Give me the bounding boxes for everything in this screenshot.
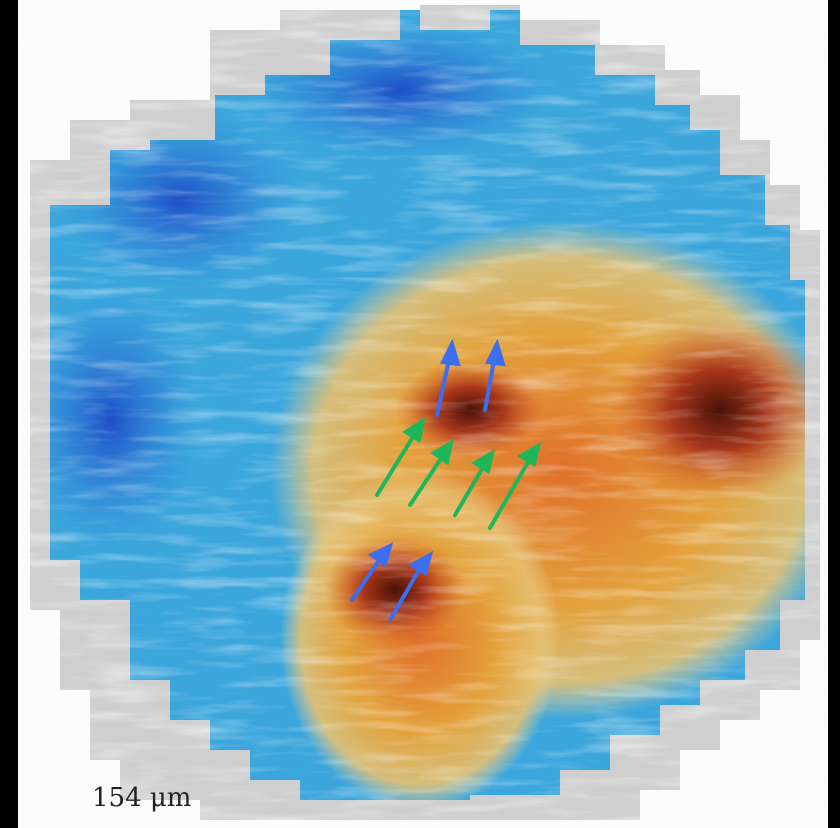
page: 154 μm (() => { const data = JSON.parse(… bbox=[0, 0, 840, 828]
wavelength-label: 154 μm bbox=[92, 783, 191, 813]
polarization-map: 154 μm bbox=[0, 0, 840, 828]
